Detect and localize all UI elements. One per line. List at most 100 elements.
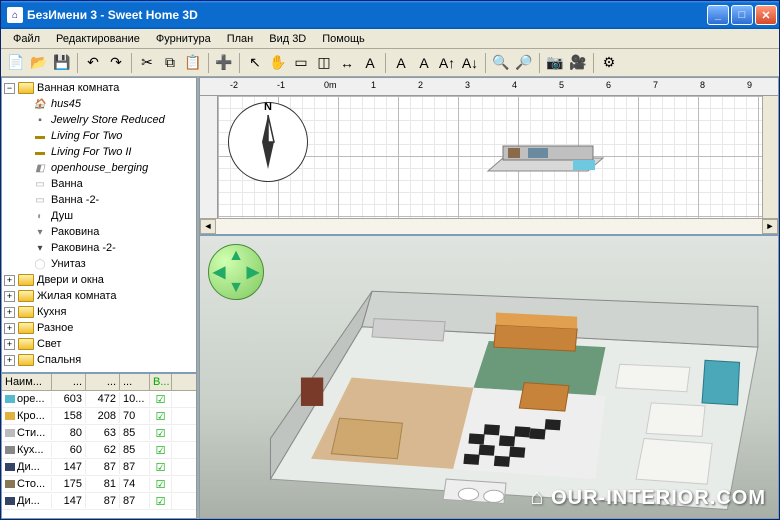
plan-view[interactable]: -2-10m123456789 bbox=[199, 77, 779, 235]
furniture-table[interactable]: Наим............В... оре...60347210...☑К… bbox=[1, 373, 197, 519]
tree-category[interactable]: +Кухня bbox=[4, 304, 194, 320]
table-row[interactable]: Ди...1478787☑ bbox=[2, 493, 196, 510]
table-row[interactable]: Кух...606285☑ bbox=[2, 442, 196, 459]
tree-item[interactable]: ▭Ванна -2- bbox=[4, 192, 194, 208]
tree-item[interactable]: ▬Living For Two bbox=[4, 128, 194, 144]
tree-item[interactable]: ◐Душ bbox=[4, 208, 194, 224]
tree-item[interactable]: 🏠hus45 bbox=[4, 96, 194, 112]
menu-Помощь[interactable]: Помощь bbox=[314, 31, 373, 47]
text-italic-icon[interactable]: A bbox=[413, 52, 435, 74]
expand-icon[interactable]: + bbox=[4, 275, 15, 286]
furniture-icon: ▭ bbox=[32, 194, 48, 206]
plan-canvas[interactable] bbox=[218, 96, 762, 218]
tree-item[interactable]: ◧openhouse_berging bbox=[4, 160, 194, 176]
redo-icon[interactable]: ↷ bbox=[105, 52, 127, 74]
tree-item[interactable]: ▾Раковина -2- bbox=[4, 240, 194, 256]
col-header[interactable]: ... bbox=[120, 374, 150, 390]
camera-icon[interactable]: 📷 bbox=[544, 52, 566, 74]
zoom-out-icon[interactable]: 🔎 bbox=[513, 52, 535, 74]
tree-category[interactable]: +Спальня bbox=[4, 352, 194, 368]
furniture-icon: 🏠 bbox=[32, 98, 48, 110]
copy-icon[interactable]: ⧉ bbox=[159, 52, 181, 74]
scroll-left-icon[interactable]: ◄ bbox=[200, 219, 216, 234]
video-icon[interactable]: 🎥 bbox=[567, 52, 589, 74]
checkbox-icon[interactable]: ☑ bbox=[150, 494, 172, 509]
tree-item[interactable]: ▾Раковина bbox=[4, 224, 194, 240]
tree-item[interactable]: ▭Ванна bbox=[4, 176, 194, 192]
table-row[interactable]: оре...60347210...☑ bbox=[2, 391, 196, 408]
undo-icon[interactable]: ↶ bbox=[82, 52, 104, 74]
expand-icon[interactable]: + bbox=[4, 323, 15, 334]
furniture-swatch-icon bbox=[5, 446, 15, 454]
text-bold-icon[interactable]: A bbox=[390, 52, 412, 74]
col-header[interactable]: Наим... bbox=[2, 374, 52, 390]
table-header[interactable]: Наим............В... bbox=[2, 374, 196, 391]
expand-icon[interactable]: + bbox=[4, 355, 15, 366]
text-tool-icon[interactable]: A bbox=[359, 52, 381, 74]
col-header[interactable]: В... bbox=[150, 374, 172, 390]
menu-План[interactable]: План bbox=[219, 31, 262, 47]
furniture-icon: ▾ bbox=[32, 226, 48, 238]
nav-left-icon[interactable]: ◀ bbox=[213, 262, 225, 282]
col-header[interactable]: ... bbox=[52, 374, 86, 390]
checkbox-icon[interactable]: ☑ bbox=[150, 426, 172, 441]
ruler-vertical bbox=[200, 96, 218, 218]
wall-tool-icon[interactable]: ▭ bbox=[290, 52, 312, 74]
tree-root[interactable]: −Ванная комната bbox=[4, 80, 194, 96]
nav-up-icon[interactable]: ▲ bbox=[228, 247, 244, 265]
scroll-right-icon[interactable]: ► bbox=[762, 219, 778, 234]
cut-icon[interactable]: ✂ bbox=[136, 52, 158, 74]
ruler-horizontal: -2-10m123456789 bbox=[200, 78, 778, 96]
paste-icon[interactable]: 📋 bbox=[182, 52, 204, 74]
tree-category[interactable]: +Свет bbox=[4, 336, 194, 352]
tree-category[interactable]: +Жилая комната bbox=[4, 288, 194, 304]
tree-item[interactable]: ▬Living For Two II bbox=[4, 144, 194, 160]
3d-view[interactable]: ▲ ▼ ◀ ▶ bbox=[199, 235, 779, 519]
tree-category[interactable]: +Двери и окна bbox=[4, 272, 194, 288]
checkbox-icon[interactable]: ☑ bbox=[150, 477, 172, 492]
furniture-swatch-icon bbox=[5, 480, 15, 488]
pan-tool-icon[interactable]: ✋ bbox=[267, 52, 289, 74]
table-row[interactable]: Сти...806385☑ bbox=[2, 425, 196, 442]
titlebar[interactable]: ⌂ БезИмени 3 - Sweet Home 3D _ □ ✕ bbox=[1, 1, 779, 29]
compass-icon[interactable] bbox=[228, 102, 308, 182]
tree-category[interactable]: +Разное bbox=[4, 320, 194, 336]
add-furniture-icon[interactable]: ➕ bbox=[213, 52, 235, 74]
zoom-in-icon[interactable]: 🔍 bbox=[490, 52, 512, 74]
plan-scrollbar-v[interactable] bbox=[762, 96, 778, 218]
close-button[interactable]: ✕ bbox=[755, 5, 777, 25]
minimize-button[interactable]: _ bbox=[707, 5, 729, 25]
checkbox-icon[interactable]: ☑ bbox=[150, 443, 172, 458]
toolbar: 📄📂💾↶↷✂⧉📋➕↖✋▭◫↔AAAA↑A↓🔍🔎📷🎥⚙ bbox=[1, 49, 779, 77]
save-icon[interactable]: 💾 bbox=[51, 52, 73, 74]
table-row[interactable]: Кро...15820870☑ bbox=[2, 408, 196, 425]
catalog-tree[interactable]: −Ванная комната🏠hus45▪Jewelry Store Redu… bbox=[1, 77, 197, 373]
menu-Фурнитура[interactable]: Фурнитура bbox=[148, 31, 219, 47]
dimension-tool-icon[interactable]: ↔ bbox=[336, 52, 358, 74]
expand-icon[interactable]: + bbox=[4, 307, 15, 318]
select-tool-icon[interactable]: ↖ bbox=[244, 52, 266, 74]
col-header[interactable]: ... bbox=[86, 374, 120, 390]
text-size-down-icon[interactable]: A↓ bbox=[459, 52, 481, 74]
menu-Файл[interactable]: Файл bbox=[5, 31, 48, 47]
plan-scrollbar-h[interactable]: ◄ ► bbox=[200, 218, 778, 234]
new-file-icon[interactable]: 📄 bbox=[5, 52, 27, 74]
preferences-icon[interactable]: ⚙ bbox=[598, 52, 620, 74]
expand-icon[interactable]: + bbox=[4, 339, 15, 350]
checkbox-icon[interactable]: ☑ bbox=[150, 392, 172, 407]
menu-Вид 3D[interactable]: Вид 3D bbox=[261, 31, 314, 47]
tree-item[interactable]: ▪Jewelry Store Reduced bbox=[4, 112, 194, 128]
tree-item[interactable]: ◯Унитаз bbox=[4, 256, 194, 272]
collapse-icon[interactable]: − bbox=[4, 83, 15, 94]
checkbox-icon[interactable]: ☑ bbox=[150, 460, 172, 475]
checkbox-icon[interactable]: ☑ bbox=[150, 409, 172, 424]
expand-icon[interactable]: + bbox=[4, 291, 15, 302]
table-body[interactable]: оре...60347210...☑Кро...15820870☑Сти...8… bbox=[2, 391, 196, 518]
text-size-up-icon[interactable]: A↑ bbox=[436, 52, 458, 74]
open-file-icon[interactable]: 📂 bbox=[28, 52, 50, 74]
table-row[interactable]: Ди...1478787☑ bbox=[2, 459, 196, 476]
maximize-button[interactable]: □ bbox=[731, 5, 753, 25]
table-row[interactable]: Сто...1758174☑ bbox=[2, 476, 196, 493]
menu-Редактирование[interactable]: Редактирование bbox=[48, 31, 148, 47]
room-tool-icon[interactable]: ◫ bbox=[313, 52, 335, 74]
